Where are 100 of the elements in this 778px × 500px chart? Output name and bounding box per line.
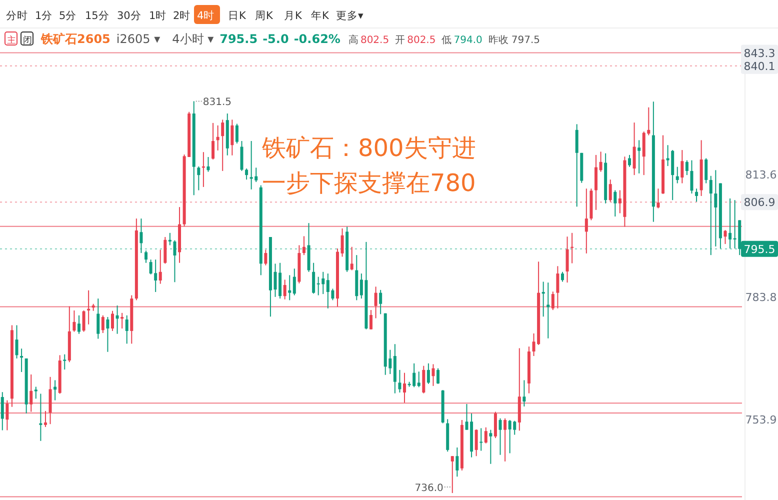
candlestick — [6, 400, 9, 431]
candlestick — [628, 154, 632, 168]
candlestick — [34, 386, 38, 400]
candlestick — [695, 188, 698, 202]
candlestick — [164, 236, 167, 264]
candlestick — [110, 310, 114, 332]
candlestick — [312, 262, 316, 294]
annotation: 高 — [348, 34, 358, 46]
candlestick — [403, 372, 406, 404]
candlestick — [432, 364, 435, 386]
candlestick — [63, 354, 66, 370]
candlestick — [216, 124, 220, 151]
candlestick — [44, 410, 47, 428]
candlestick — [221, 119, 224, 172]
candlestick — [197, 166, 200, 191]
candlestick — [638, 140, 641, 174]
candlestick — [87, 290, 90, 325]
candlestick — [599, 151, 602, 172]
y-tick-label: 783.8 — [745, 290, 777, 304]
candlestick — [240, 140, 244, 172]
candlestick — [484, 426, 488, 444]
candlestick — [245, 168, 248, 180]
ref-line-label: 843.3 — [744, 46, 776, 60]
candlestick — [158, 249, 162, 284]
candlestick — [48, 376, 52, 425]
candlestick — [608, 179, 612, 202]
annotation: 闭 — [23, 35, 32, 46]
annotation: 开 — [395, 35, 406, 46]
annotation: i2605 ▾ — [116, 32, 160, 46]
candlestick — [20, 348, 24, 372]
annotation: 低 — [442, 35, 452, 46]
candlestick — [685, 160, 688, 176]
candlestick — [480, 428, 483, 452]
candlestick — [522, 380, 526, 407]
candlestick — [230, 119, 234, 156]
candlestick — [456, 446, 459, 478]
candlestick — [140, 218, 143, 254]
candlestick — [370, 310, 372, 330]
candlestick — [288, 274, 292, 301]
candlestick — [235, 123, 238, 144]
candlestick — [570, 232, 574, 264]
candlestick — [106, 316, 110, 352]
annotation: 794.0 — [454, 35, 482, 46]
candlestick — [417, 371, 420, 388]
candlestick — [96, 298, 100, 340]
candlestick — [436, 368, 440, 384]
candlestick — [15, 324, 18, 359]
candlestick — [168, 232, 172, 246]
candlestick — [283, 279, 286, 300]
candlestick — [212, 122, 215, 160]
candlestick — [632, 122, 636, 176]
candlestick — [379, 289, 382, 315]
candlestick — [594, 154, 598, 210]
annotation: -0.62% — [294, 32, 340, 46]
y-tick-label: 753.9 — [745, 414, 777, 427]
annotation: 795.5 — [220, 32, 258, 46]
candlestick — [714, 170, 718, 247]
candlestick — [566, 236, 569, 284]
candlestick — [542, 281, 545, 318]
y-tick-label: 813.6 — [745, 168, 777, 182]
candlestick — [422, 365, 426, 394]
candlestick — [474, 428, 478, 457]
candlestick — [465, 403, 468, 430]
toolbar: 分时 1分 5分 15分 30分 1时 2时 4时 日K 周K 月K 年K 更多▾ — [0, 5, 778, 28]
annotation: 736.0 — [414, 483, 444, 494]
candlestick — [30, 374, 33, 412]
candlestick — [656, 188, 660, 209]
candlestick — [264, 249, 268, 266]
candlestick — [398, 369, 402, 394]
candlestick — [120, 312, 124, 330]
candlestick — [101, 314, 104, 334]
candlestick — [173, 240, 176, 283]
ref-line-label: 795.5 — [744, 242, 776, 256]
candlestick — [556, 266, 560, 309]
annotation: 802.5 — [360, 35, 390, 46]
candlestick — [690, 160, 694, 194]
annotation: 昨收 — [488, 34, 508, 46]
candlestick — [144, 250, 148, 264]
candlestick — [116, 305, 119, 334]
candlestick — [709, 175, 712, 256]
candlestick — [494, 411, 497, 439]
candlestick — [340, 228, 344, 258]
candlestick — [680, 150, 684, 184]
candlestick — [584, 188, 588, 254]
candlestick — [704, 158, 708, 184]
candlestick — [614, 190, 617, 217]
text: 铁矿石：800失守进一步下探支撑在780 — [262, 133, 477, 199]
candlestick — [206, 156, 210, 172]
candlestick — [350, 246, 354, 271]
annotation: 797.5 — [511, 35, 540, 46]
candlestick — [72, 310, 76, 332]
candlestick — [450, 456, 454, 494]
candlestick — [292, 268, 296, 296]
annotation: 831.5 — [202, 97, 232, 108]
candlestick — [724, 230, 727, 244]
candlestick — [125, 314, 128, 344]
candlestick — [302, 236, 306, 256]
annotation: -5.0 — [262, 32, 289, 46]
candlestick — [575, 124, 578, 208]
candlestick — [82, 310, 86, 332]
